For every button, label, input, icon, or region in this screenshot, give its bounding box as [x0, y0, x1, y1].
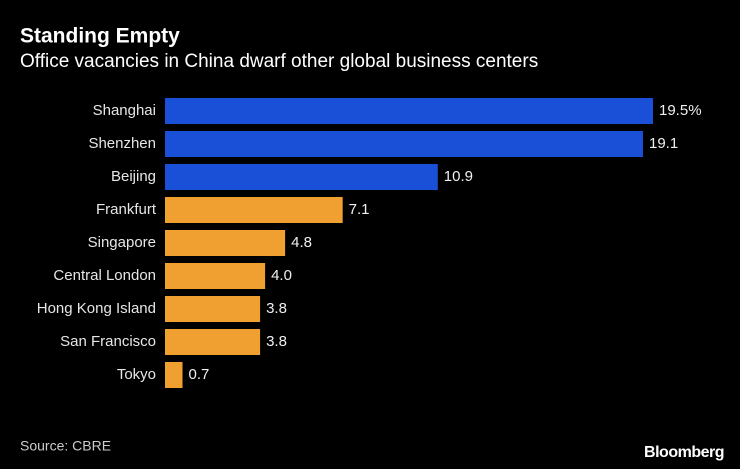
- bar: [165, 263, 266, 289]
- value-label: 7.1: [349, 201, 370, 218]
- bar: [165, 329, 261, 355]
- category-label: Tokyo: [117, 366, 156, 383]
- value-label: 4.0: [271, 267, 292, 284]
- value-label: 0.7: [189, 366, 210, 383]
- bar: [165, 98, 653, 124]
- value-label: 19.1: [649, 135, 678, 152]
- chart-title: Standing Empty: [20, 25, 180, 48]
- value-label: 4.8: [291, 234, 312, 251]
- category-label: Singapore: [88, 234, 156, 251]
- value-label: 3.8: [266, 333, 287, 350]
- brand: Bloomberg: [644, 444, 724, 461]
- bar: [165, 362, 183, 388]
- value-label: 10.9: [444, 168, 473, 185]
- bar: [165, 197, 343, 223]
- source: Source: CBRE: [20, 438, 111, 454]
- category-label: Frankfurt: [96, 201, 157, 218]
- bar: [165, 230, 286, 256]
- value-label: 19.5%: [659, 102, 702, 119]
- bar: [165, 131, 643, 157]
- category-label: Central London: [53, 267, 156, 284]
- bar: [165, 164, 438, 190]
- category-label: San Francisco: [60, 333, 156, 350]
- bar: [165, 296, 261, 322]
- category-label: Beijing: [111, 168, 156, 185]
- value-label: 3.8: [266, 300, 287, 317]
- category-label: Hong Kong Island: [37, 300, 156, 317]
- category-label: Shanghai: [93, 102, 156, 119]
- chart-subtitle: Office vacancies in China dwarf other gl…: [20, 51, 538, 72]
- category-label: Shenzhen: [88, 135, 156, 152]
